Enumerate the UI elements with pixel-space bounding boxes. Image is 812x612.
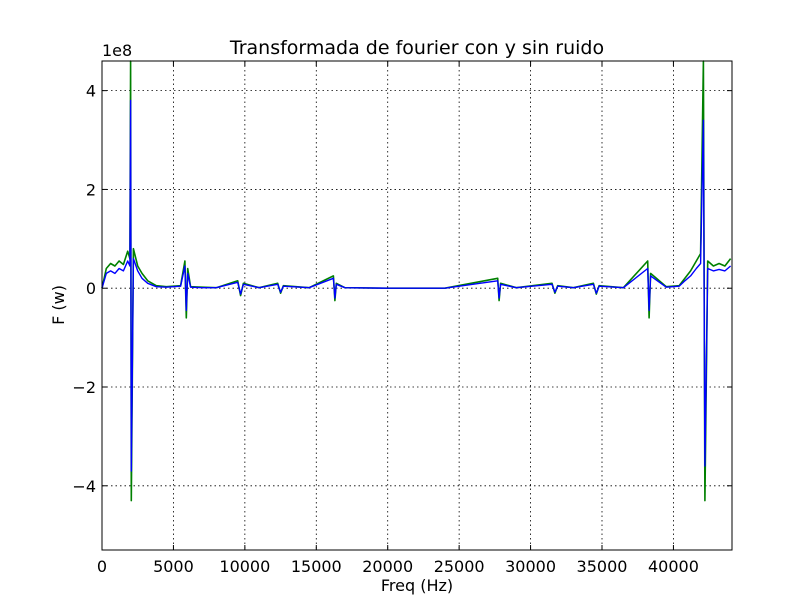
y-tick-label: 4 [86,82,96,101]
y-axis-label: F (w) [49,285,68,325]
x-tick-label: 0 [97,557,107,576]
x-tick-label: 35000 [577,557,628,576]
x-tick-label: 20000 [362,557,413,576]
y-tick-label: 0 [86,279,96,298]
y-tick-label: −2 [72,378,96,397]
x-tick-label: 5000 [153,557,194,576]
series-line-green [101,60,732,502]
x-tick-label: 25000 [434,557,485,576]
plot-area [102,61,732,550]
y-tick-label: 2 [86,180,96,199]
series-layer [101,60,732,502]
series-line-blue [101,99,732,472]
x-tick-label: 15000 [291,557,342,576]
x-axis-label: Freq (Hz) [381,576,453,595]
tick-labels: 0 5000 10000 15000 20000 25000 30000 35000 40000… [72,82,698,576]
y-tick-label: −4 [72,477,96,496]
x-tick-label: 10000 [219,557,270,576]
plot-frame [101,60,733,551]
x-tick-label: 30000 [505,557,556,576]
y-offset-label: 1e8 [102,41,132,60]
x-tick-label: 40000 [648,557,699,576]
tick-marks [101,61,732,550]
chart-title: Transformada de fourier con y sin ruido [229,37,604,59]
